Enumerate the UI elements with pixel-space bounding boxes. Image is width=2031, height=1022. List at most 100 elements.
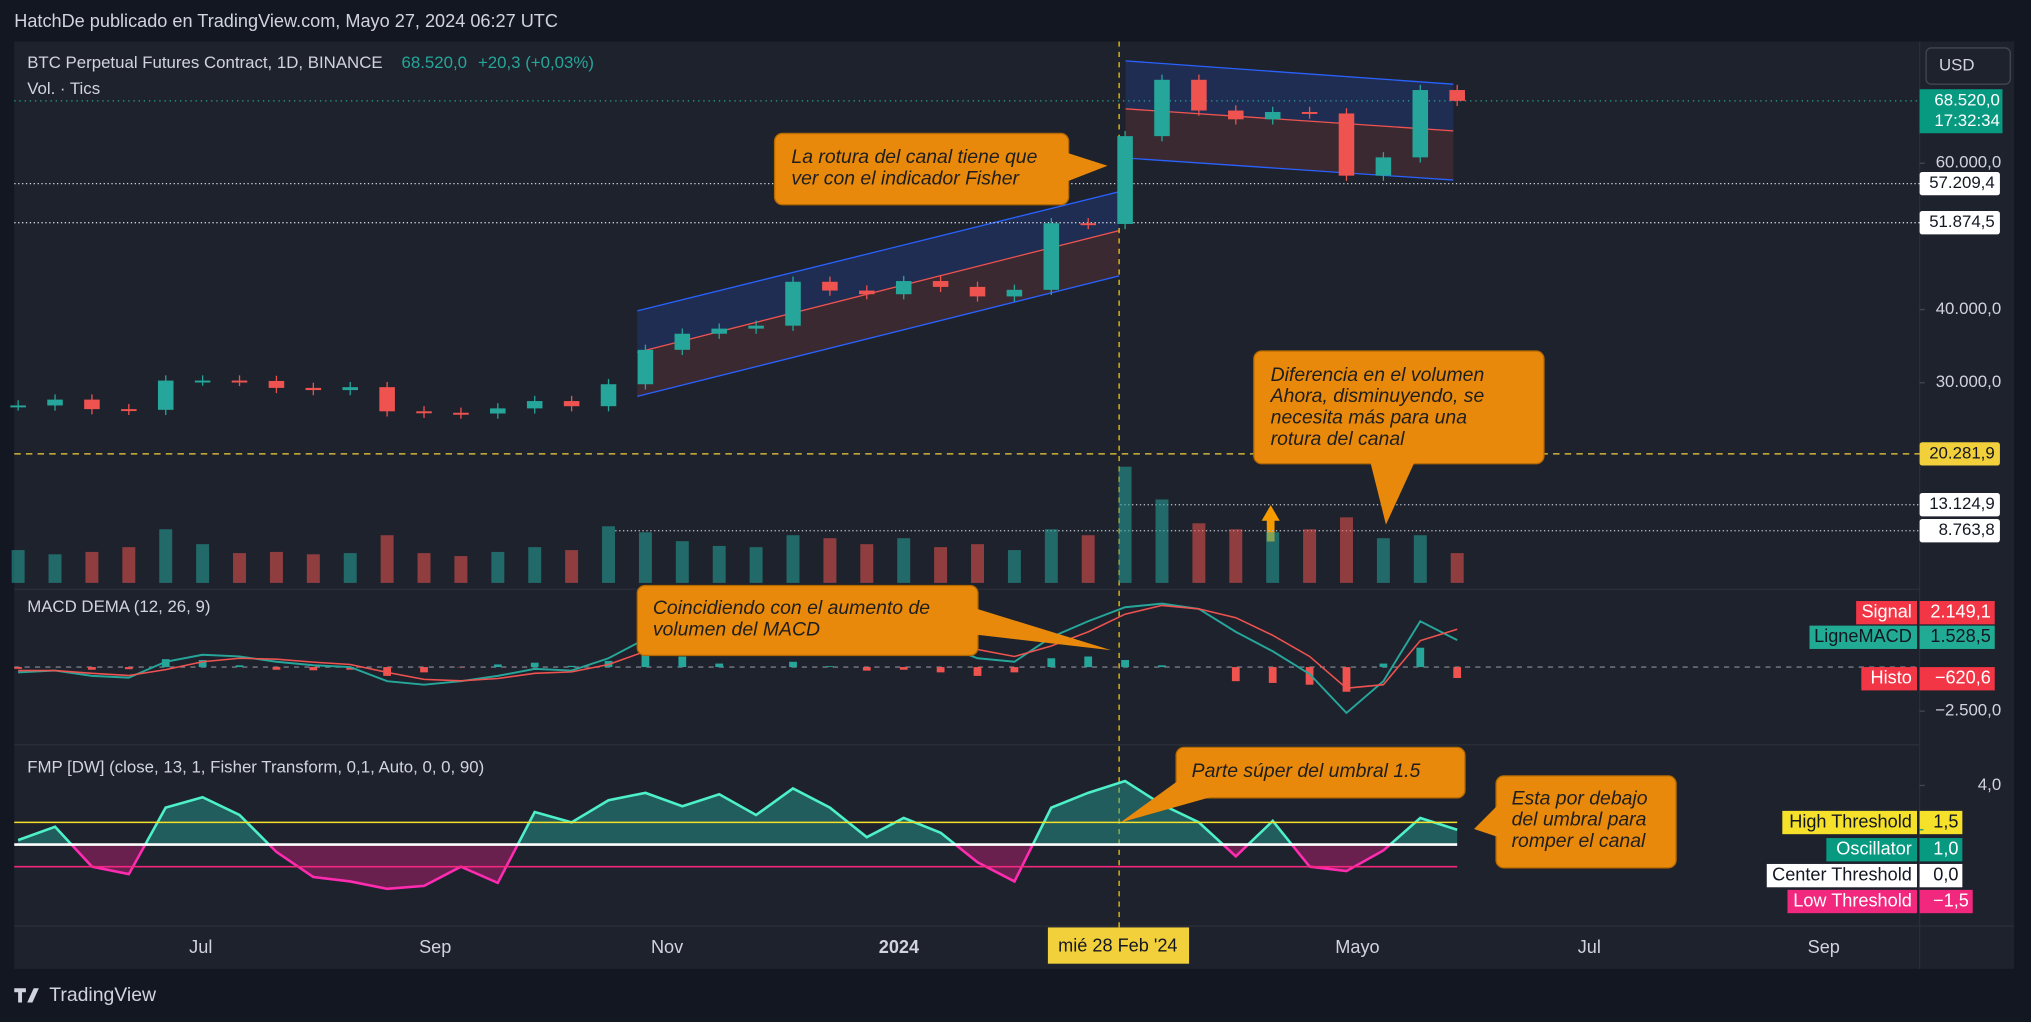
callout-text: Coincidiendo con el aumento de [653, 597, 930, 619]
candle [1080, 223, 1096, 226]
volume-bar [1155, 499, 1169, 583]
time-tick-label: Jul [189, 937, 212, 957]
volume-bar [565, 550, 579, 583]
histogram-bar [272, 667, 281, 670]
indicator-value: 1.528,5 [1930, 626, 1990, 646]
volume-bar [786, 535, 800, 583]
threshold-name-box [1787, 889, 1918, 914]
currency-button[interactable] [1925, 47, 2011, 85]
candle [157, 380, 174, 410]
volume-bar [1303, 529, 1317, 583]
histogram-bar [567, 665, 576, 668]
time-tick-label: Jul [1578, 937, 1601, 957]
volume-bar [122, 547, 136, 583]
level-label: 20.281,9 [1929, 443, 1995, 462]
oscillator-area-down [18, 844, 1458, 889]
histogram-bar [826, 666, 834, 668]
countdown: 17:32:34 [1934, 111, 2000, 130]
callout-text: del umbral para [1512, 809, 1647, 831]
callout-text: Esta por debajo [1512, 787, 1648, 809]
histogram-bar [973, 667, 982, 676]
volume-bar [1376, 538, 1390, 583]
histogram-bar [309, 667, 318, 671]
callout-pointer [1474, 805, 1498, 837]
volume-bar [306, 554, 320, 583]
threshold-value: 1,0 [1933, 839, 1958, 859]
level-label-box [1919, 211, 2000, 235]
callout-pointer [1067, 152, 1108, 182]
volume-bar [159, 529, 173, 583]
volume-level-label: 8.763,8 [1939, 520, 1995, 539]
histogram-bar [493, 664, 502, 668]
volume-bar [860, 544, 874, 583]
time-tick-label: Sep [1808, 937, 1840, 957]
threshold-name: Center Threshold [1772, 864, 1912, 884]
candle [1191, 79, 1207, 111]
histogram-bar [420, 667, 428, 673]
footer-brand: TradingView [49, 984, 157, 1006]
volume-bar [1266, 532, 1280, 583]
candle [932, 281, 949, 287]
callout-text: romper el canal [1512, 830, 1646, 852]
volume-bar [1413, 535, 1427, 583]
callout: Parte súper del umbral 1.5 [1120, 746, 1466, 823]
histogram-bar [346, 667, 355, 670]
histogram-bar [1379, 663, 1388, 668]
volume-bar [749, 547, 763, 583]
histogram-bar [383, 667, 392, 676]
time-tick-label: Sep [419, 937, 451, 957]
candle [969, 286, 986, 297]
arrow-up [1261, 505, 1280, 542]
callout-text: volumen del MACD [653, 618, 820, 640]
volume-legend: Vol. · Tics [27, 79, 100, 98]
candle [859, 290, 875, 295]
histogram-bar [789, 661, 797, 668]
candle [1264, 111, 1281, 120]
candle [84, 399, 100, 410]
candle [268, 380, 285, 388]
last-price-box [1919, 89, 2003, 134]
candle [490, 408, 506, 414]
callout-text: Parte súper del umbral 1.5 [1192, 760, 1421, 782]
candle [453, 412, 469, 415]
threshold-value-box [1919, 889, 1973, 914]
crosshair-date: mié 28 Feb '24 [1058, 936, 1177, 956]
volume-level-label-box [1919, 519, 2000, 543]
volume-level-label-box [1919, 493, 2000, 517]
volume-bar [343, 553, 357, 583]
volume-bar [675, 541, 689, 583]
level-label: 51.874,5 [1929, 212, 1995, 231]
volume-bar [11, 550, 25, 583]
oscillator-line-up [17, 779, 1458, 845]
candle [305, 387, 322, 391]
histogram-bar [641, 654, 650, 668]
threshold-name-box [1782, 810, 1918, 835]
volume-bar [823, 538, 837, 583]
candle [1375, 157, 1392, 176]
volume-bar [602, 526, 615, 583]
macd-legend: MACD DEMA (12, 26, 9) [27, 597, 210, 616]
candle [600, 384, 617, 407]
candle [895, 281, 912, 295]
histogram-bar [1342, 667, 1351, 692]
candle [526, 401, 543, 409]
histogram-bar [862, 667, 871, 671]
currency-label[interactable]: USD [1939, 56, 1975, 75]
indicator-value-box [1919, 625, 1995, 649]
histogram-bar [715, 663, 724, 668]
callout-text: rotura del canal [1271, 428, 1405, 450]
histogram-bar [1231, 667, 1240, 682]
level-label: 57.209,4 [1929, 173, 1995, 192]
candle [1412, 90, 1429, 158]
symbol-title: BTC Perpetual Futures Contract, 1D, BINA… [27, 53, 382, 72]
histogram-bar [124, 667, 133, 670]
callout-pointer [1120, 774, 1213, 823]
callout-text: ver con el indicador Fisher [791, 168, 1020, 190]
threshold-name-box [1826, 838, 1918, 862]
volume-bar [196, 544, 210, 583]
candle [1043, 223, 1060, 290]
callout-box [1175, 746, 1466, 799]
volume-bar [1229, 529, 1243, 583]
indicator-value: −620,6 [1935, 668, 1991, 688]
